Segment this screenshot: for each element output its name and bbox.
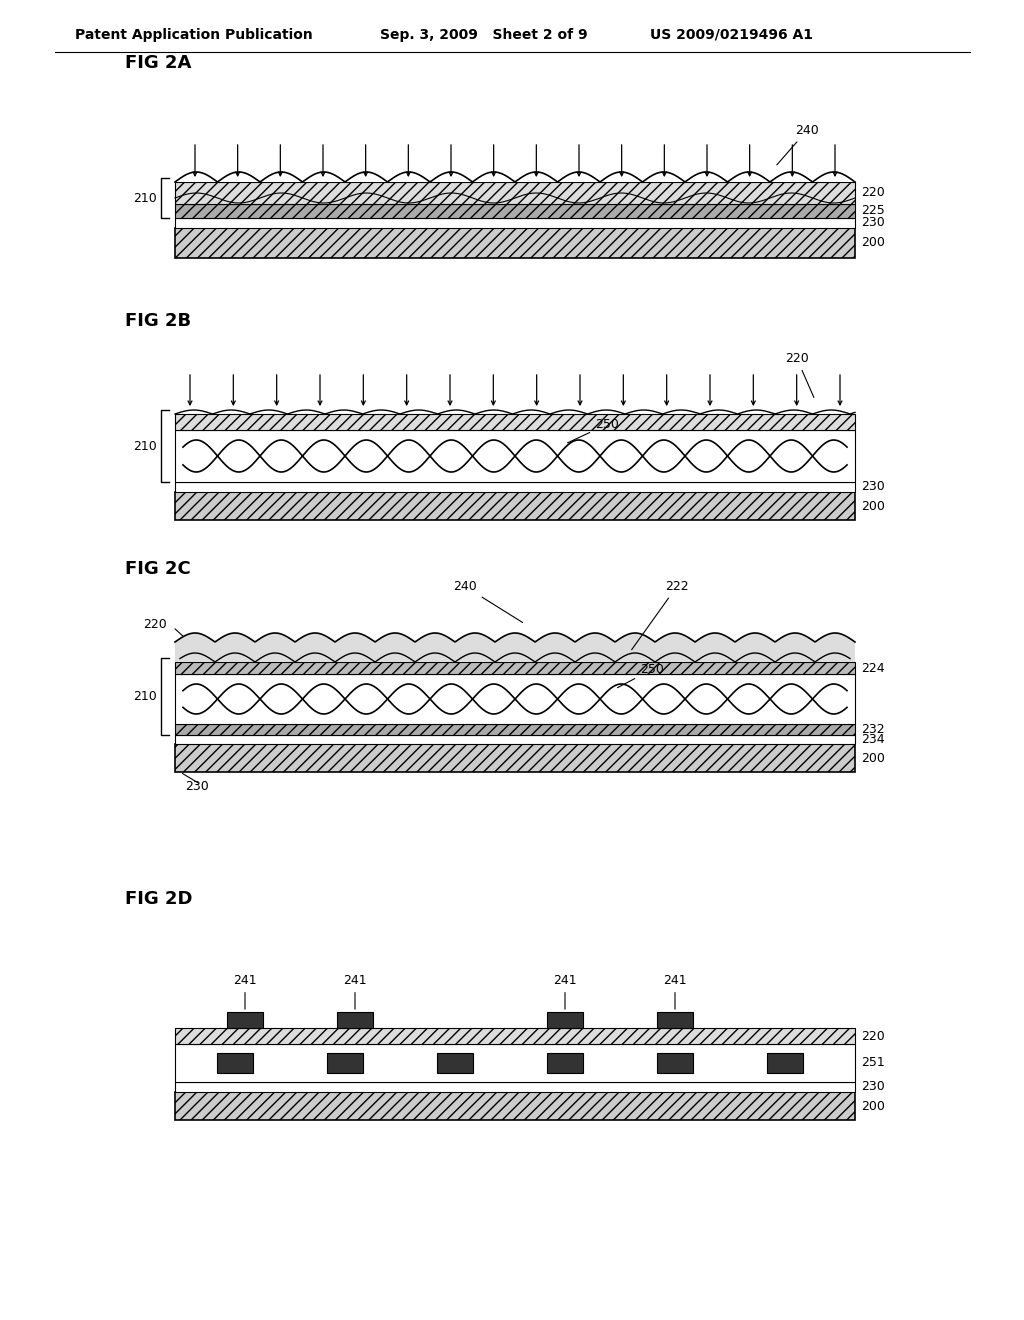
Bar [175, 723, 855, 735]
Text: 250: 250 [617, 663, 664, 688]
Text: 250: 250 [567, 418, 618, 442]
Bar [175, 663, 855, 675]
Bar [175, 430, 855, 482]
Bar [437, 1053, 473, 1073]
Text: FIG 2C: FIG 2C [125, 560, 190, 578]
Bar [175, 1082, 855, 1092]
Text: 240: 240 [454, 579, 522, 623]
Text: 220: 220 [143, 618, 167, 631]
Text: 251: 251 [861, 1056, 885, 1069]
Text: 230: 230 [861, 1081, 885, 1093]
Text: 220: 220 [861, 186, 885, 199]
Bar [657, 1053, 693, 1073]
Text: FIG 2D: FIG 2D [125, 890, 193, 908]
Bar [327, 1053, 362, 1073]
Bar [337, 1012, 373, 1028]
Text: 222: 222 [632, 579, 688, 649]
Bar [175, 182, 855, 205]
Text: 241: 241 [664, 974, 687, 1010]
Bar [175, 228, 855, 257]
Bar [547, 1053, 583, 1073]
Text: 241: 241 [343, 974, 367, 1010]
Text: 200: 200 [861, 236, 885, 249]
Text: Sep. 3, 2009   Sheet 2 of 9: Sep. 3, 2009 Sheet 2 of 9 [380, 28, 588, 42]
Bar [175, 1092, 855, 1119]
Bar [175, 414, 855, 430]
Text: 241: 241 [553, 974, 577, 1010]
Text: 230: 230 [185, 780, 209, 793]
Text: 240: 240 [777, 124, 819, 165]
Text: 230: 230 [861, 216, 885, 230]
Text: FIG 2A: FIG 2A [125, 54, 191, 73]
Text: 210: 210 [133, 440, 157, 453]
Text: 241: 241 [233, 974, 257, 1010]
Text: 220: 220 [861, 1030, 885, 1043]
Bar [657, 1012, 693, 1028]
Bar [547, 1012, 583, 1028]
Text: 210: 210 [133, 690, 157, 704]
Text: 234: 234 [861, 733, 885, 746]
Bar [175, 205, 855, 218]
Bar [217, 1053, 253, 1073]
Text: 230: 230 [861, 480, 885, 494]
Text: US 2009/0219496 A1: US 2009/0219496 A1 [650, 28, 813, 42]
Bar [175, 675, 855, 723]
Bar [175, 482, 855, 492]
Text: 200: 200 [861, 1100, 885, 1113]
Bar [767, 1053, 803, 1073]
Text: 232: 232 [861, 723, 885, 737]
Bar [175, 744, 855, 772]
Bar [175, 218, 855, 228]
Text: 200: 200 [861, 499, 885, 512]
Bar [175, 1028, 855, 1044]
Text: 220: 220 [785, 352, 814, 397]
Text: 225: 225 [861, 205, 885, 218]
Text: 224: 224 [861, 661, 885, 675]
Bar [227, 1012, 263, 1028]
Polygon shape [175, 634, 855, 663]
Text: 210: 210 [133, 191, 157, 205]
Text: 200: 200 [861, 751, 885, 764]
Bar [175, 492, 855, 520]
Bar [175, 735, 855, 744]
Bar [175, 1044, 855, 1082]
Text: FIG 2B: FIG 2B [125, 312, 191, 330]
Text: Patent Application Publication: Patent Application Publication [75, 28, 312, 42]
Polygon shape [175, 172, 855, 182]
